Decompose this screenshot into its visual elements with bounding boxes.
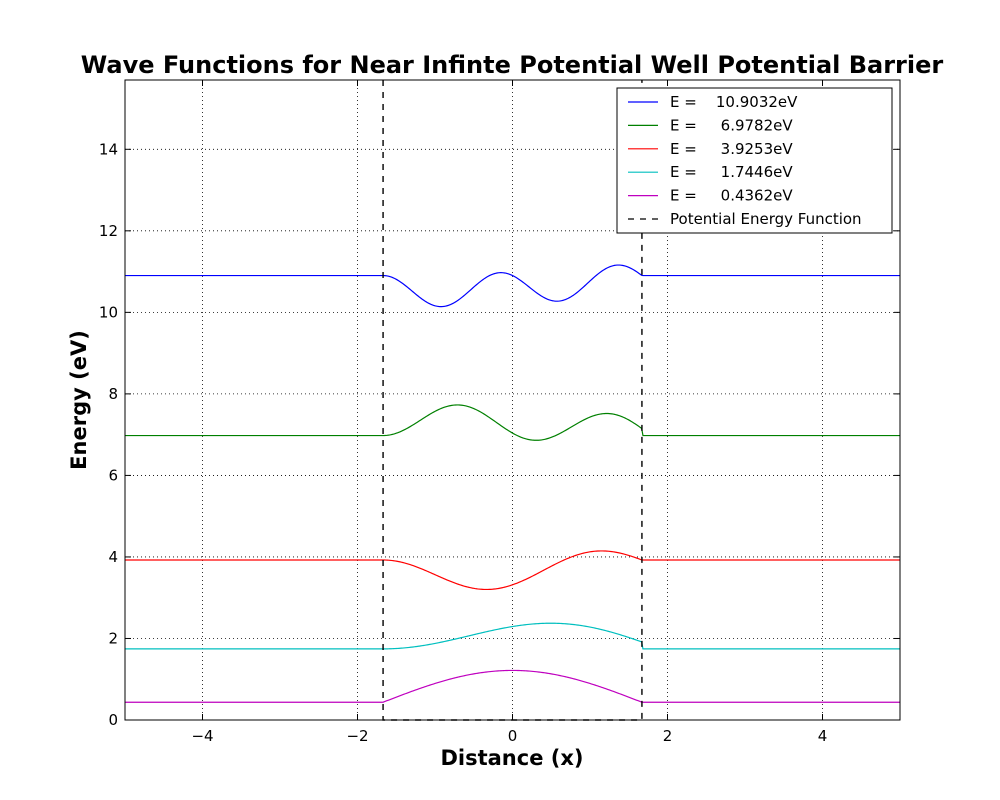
legend-label-3: E = 1.7446eV: [670, 163, 793, 181]
legend-box: [616, 87, 893, 234]
grid-lines: [125, 80, 900, 721]
legend-label-5: Potential Energy Function: [670, 210, 862, 228]
legend-label-2: E = 3.9253eV: [670, 140, 793, 158]
x-tick-label: 2: [663, 727, 673, 745]
x-tick-label: −4: [191, 727, 213, 745]
wave-line-3: [125, 622, 900, 650]
y-tick-label: 2: [108, 629, 118, 647]
x-tick-label: −2: [346, 727, 368, 745]
y-tick-label: 4: [108, 548, 118, 566]
legend-label-4: E = 0.4362eV: [670, 187, 793, 205]
legend-label-1: E = 6.9782eV: [670, 116, 793, 134]
wave-line-0: [125, 264, 900, 308]
y-tick-label: 0: [108, 711, 118, 729]
legend: E = 10.9032eV E = 6.9782eV E = 3.9253eV E =…: [616, 87, 893, 234]
x-axis-label: Distance (x): [440, 746, 583, 770]
y-axis-label: Energy (eV): [67, 330, 91, 470]
y-tick-label: 12: [99, 222, 118, 240]
wave-line-2: [125, 550, 900, 591]
legend-label-0: E = 10.9032eV: [670, 93, 798, 111]
axis-ticks: −4 −2 0 2 4 0 2 4 6 8 10 12 14: [99, 80, 900, 745]
wave-line-4: [125, 669, 900, 703]
x-tick-label: 4: [818, 727, 828, 745]
y-tick-label: 8: [108, 385, 118, 403]
chart-title: Wave Functions for Near Infinte Potentia…: [81, 51, 944, 79]
x-tick-label: 0: [508, 727, 518, 745]
y-tick-label: 6: [108, 466, 118, 484]
y-tick-label: 10: [99, 303, 118, 321]
wave-line-1: [125, 404, 900, 441]
y-tick-label: 14: [99, 140, 118, 158]
